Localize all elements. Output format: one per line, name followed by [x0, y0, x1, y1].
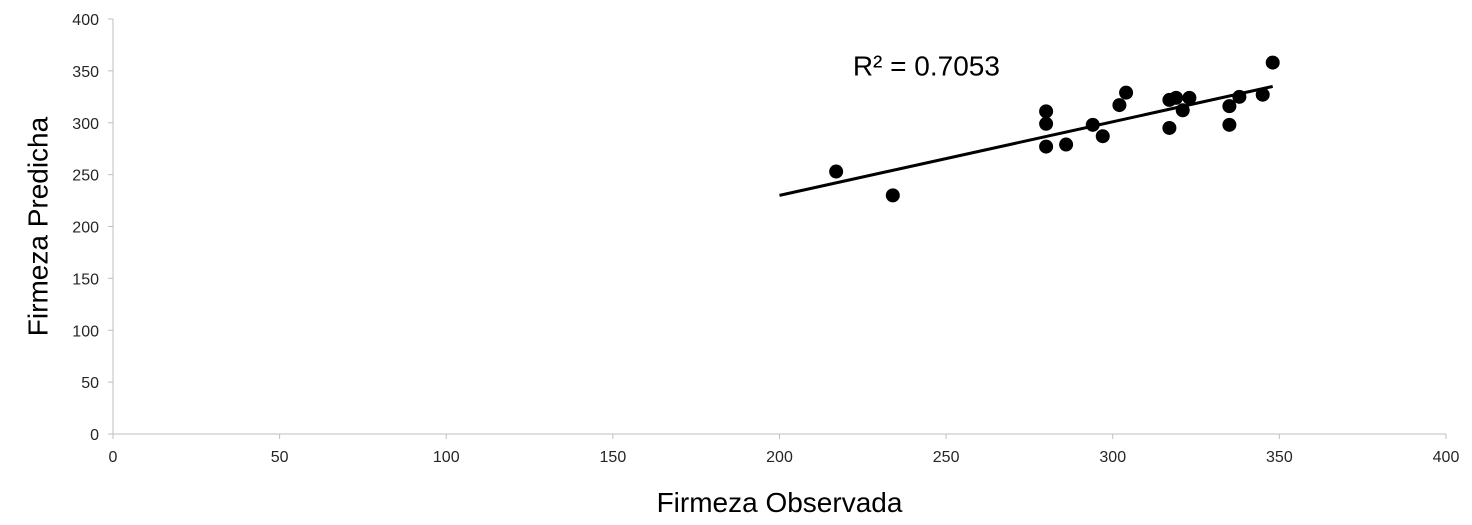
data-point [1232, 89, 1247, 104]
x-tick-label: 50 [271, 449, 289, 466]
data-point [1085, 117, 1100, 132]
data-point [1039, 104, 1054, 119]
y-tick-label: 150 [72, 271, 99, 288]
x-tick-label: 300 [1099, 449, 1126, 466]
y-tick-label: 100 [72, 323, 99, 340]
data-point [1175, 103, 1190, 118]
data-point [1095, 129, 1110, 144]
data-point [1039, 116, 1054, 131]
data-point [1222, 99, 1237, 114]
data-point [1162, 120, 1177, 135]
y-tick-label: 300 [72, 116, 99, 133]
x-tick-label: 350 [1266, 449, 1293, 466]
data-point [1255, 87, 1270, 102]
x-tick-label: 150 [600, 449, 627, 466]
y-tick-label: 0 [90, 427, 99, 444]
data-point [1265, 55, 1280, 70]
trendline [779, 84, 1274, 197]
y-axis-ticks: 0 50 100 150 200 250 300 350 400 [72, 12, 113, 444]
x-tick-label: 100 [433, 449, 460, 466]
y-tick-label: 50 [81, 375, 99, 392]
y-tick-label: 250 [72, 168, 99, 185]
x-tick-label: 200 [766, 449, 793, 466]
x-tick-label: 250 [933, 449, 960, 466]
x-tick-label: 400 [1433, 449, 1460, 466]
data-point [1222, 117, 1237, 132]
data-point [1112, 98, 1127, 113]
axes [112, 19, 1446, 435]
data-point [885, 188, 900, 203]
annotations: R² = 0.7053 [853, 51, 1000, 82]
y-axis-title: Firmeza Predicha [23, 116, 54, 336]
data-point [1119, 85, 1134, 100]
y-tick-label: 200 [72, 220, 99, 237]
r-squared-label: R² = 0.7053 [853, 51, 1000, 82]
data-point [829, 164, 844, 179]
x-axis-ticks: 0 50 100 150 200 250 300 350 400 [109, 434, 1460, 466]
data-point [1039, 139, 1054, 154]
y-tick-label: 400 [72, 12, 99, 29]
x-tick-label: 0 [109, 449, 118, 466]
data-point [1182, 90, 1197, 105]
trendline-group [779, 84, 1274, 197]
y-tick-label: 350 [72, 64, 99, 81]
data-point [1169, 90, 1184, 105]
data-points [829, 55, 1280, 203]
data-point [1059, 137, 1074, 152]
x-axis-title: Firmeza Observada [657, 487, 903, 518]
